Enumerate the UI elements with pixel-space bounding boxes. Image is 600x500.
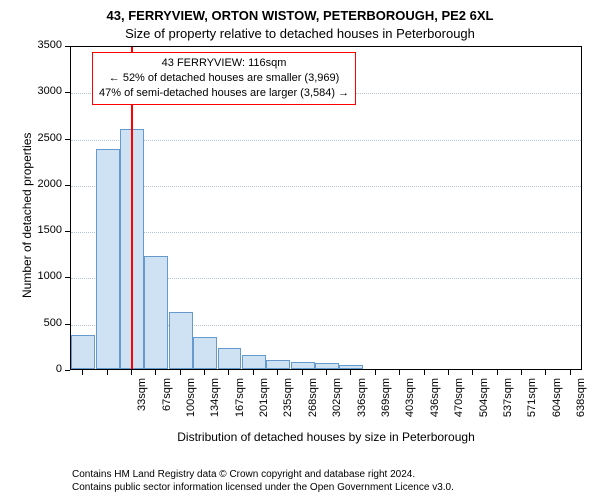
xtick-label: 167sqm <box>234 378 246 428</box>
histogram-bar <box>266 360 290 369</box>
ytick-mark <box>65 277 70 278</box>
xtick-label: 67sqm <box>161 378 173 428</box>
ytick-label: 1500 <box>28 224 62 236</box>
xtick-mark <box>570 370 571 375</box>
footer-attribution: Contains HM Land Registry data © Crown c… <box>72 468 454 494</box>
xtick-label: 268sqm <box>307 378 319 428</box>
xtick-mark <box>228 370 229 375</box>
histogram-bar <box>144 256 168 369</box>
xtick-mark <box>82 370 83 375</box>
xtick-mark <box>253 370 254 375</box>
histogram-bar <box>169 312 193 369</box>
xtick-mark <box>497 370 498 375</box>
xtick-mark <box>350 370 351 375</box>
xtick-mark <box>155 370 156 375</box>
annotation-line-2: ← 52% of detached houses are smaller (3,… <box>99 71 349 86</box>
xtick-mark <box>107 370 108 375</box>
xtick-label: 470sqm <box>453 378 465 428</box>
annotation-line-1: 43 FERRYVIEW: 116sqm <box>99 56 349 71</box>
ytick-label: 3000 <box>28 85 62 97</box>
x-axis-label: Distribution of detached houses by size … <box>70 430 582 444</box>
ytick-label: 2500 <box>28 132 62 144</box>
ytick-mark <box>65 46 70 47</box>
chart-title-address: 43, FERRYVIEW, ORTON WISTOW, PETERBOROUG… <box>0 8 600 23</box>
xtick-label: 436sqm <box>429 378 441 428</box>
annotation-line-3: 47% of semi-detached houses are larger (… <box>99 86 349 101</box>
xtick-label: 604sqm <box>551 378 563 428</box>
xtick-label: 369sqm <box>380 378 392 428</box>
xtick-mark <box>424 370 425 375</box>
xtick-mark <box>204 370 205 375</box>
xtick-mark <box>472 370 473 375</box>
histogram-bar <box>193 337 217 369</box>
histogram-bar <box>218 348 242 369</box>
xtick-mark <box>521 370 522 375</box>
footer-line-1: Contains HM Land Registry data © Crown c… <box>72 468 454 481</box>
ytick-mark <box>65 185 70 186</box>
ytick-mark <box>65 139 70 140</box>
ytick-mark <box>65 324 70 325</box>
xtick-label: 403sqm <box>404 378 416 428</box>
histogram-bar <box>291 362 315 369</box>
xtick-mark <box>545 370 546 375</box>
histogram-bar <box>315 363 339 369</box>
xtick-mark <box>302 370 303 375</box>
ytick-label: 2000 <box>28 178 62 190</box>
chart-container: 43, FERRYVIEW, ORTON WISTOW, PETERBOROUG… <box>0 0 600 500</box>
xtick-label: 235sqm <box>282 378 294 428</box>
xtick-label: 33sqm <box>136 378 148 428</box>
xtick-mark <box>277 370 278 375</box>
xtick-mark <box>399 370 400 375</box>
ytick-mark <box>65 370 70 371</box>
gridline <box>71 232 581 233</box>
histogram-bar <box>242 355 266 369</box>
ytick-label: 3500 <box>28 39 62 51</box>
xtick-label: 302sqm <box>331 378 343 428</box>
annotation-box: 43 FERRYVIEW: 116sqm ← 52% of detached h… <box>92 52 356 105</box>
xtick-mark <box>131 370 132 375</box>
xtick-label: 571sqm <box>526 378 538 428</box>
ytick-label: 500 <box>28 317 62 329</box>
xtick-mark <box>180 370 181 375</box>
xtick-label: 201sqm <box>258 378 270 428</box>
xtick-label: 134sqm <box>209 378 221 428</box>
ytick-mark <box>65 92 70 93</box>
chart-title-subtitle: Size of property relative to detached ho… <box>0 26 600 41</box>
gridline <box>71 140 581 141</box>
ytick-label: 1000 <box>28 270 62 282</box>
xtick-label: 537sqm <box>502 378 514 428</box>
xtick-label: 504sqm <box>478 378 490 428</box>
ytick-mark <box>65 231 70 232</box>
xtick-mark <box>326 370 327 375</box>
histogram-bar <box>339 365 363 369</box>
histogram-bar <box>96 149 120 369</box>
xtick-mark <box>448 370 449 375</box>
histogram-bar <box>71 335 95 369</box>
gridline <box>71 186 581 187</box>
footer-line-2: Contains public sector information licen… <box>72 481 454 494</box>
xtick-label: 100sqm <box>185 378 197 428</box>
ytick-label: 0 <box>28 363 62 375</box>
xtick-mark <box>375 370 376 375</box>
xtick-label: 638sqm <box>575 378 587 428</box>
xtick-label: 336sqm <box>356 378 368 428</box>
